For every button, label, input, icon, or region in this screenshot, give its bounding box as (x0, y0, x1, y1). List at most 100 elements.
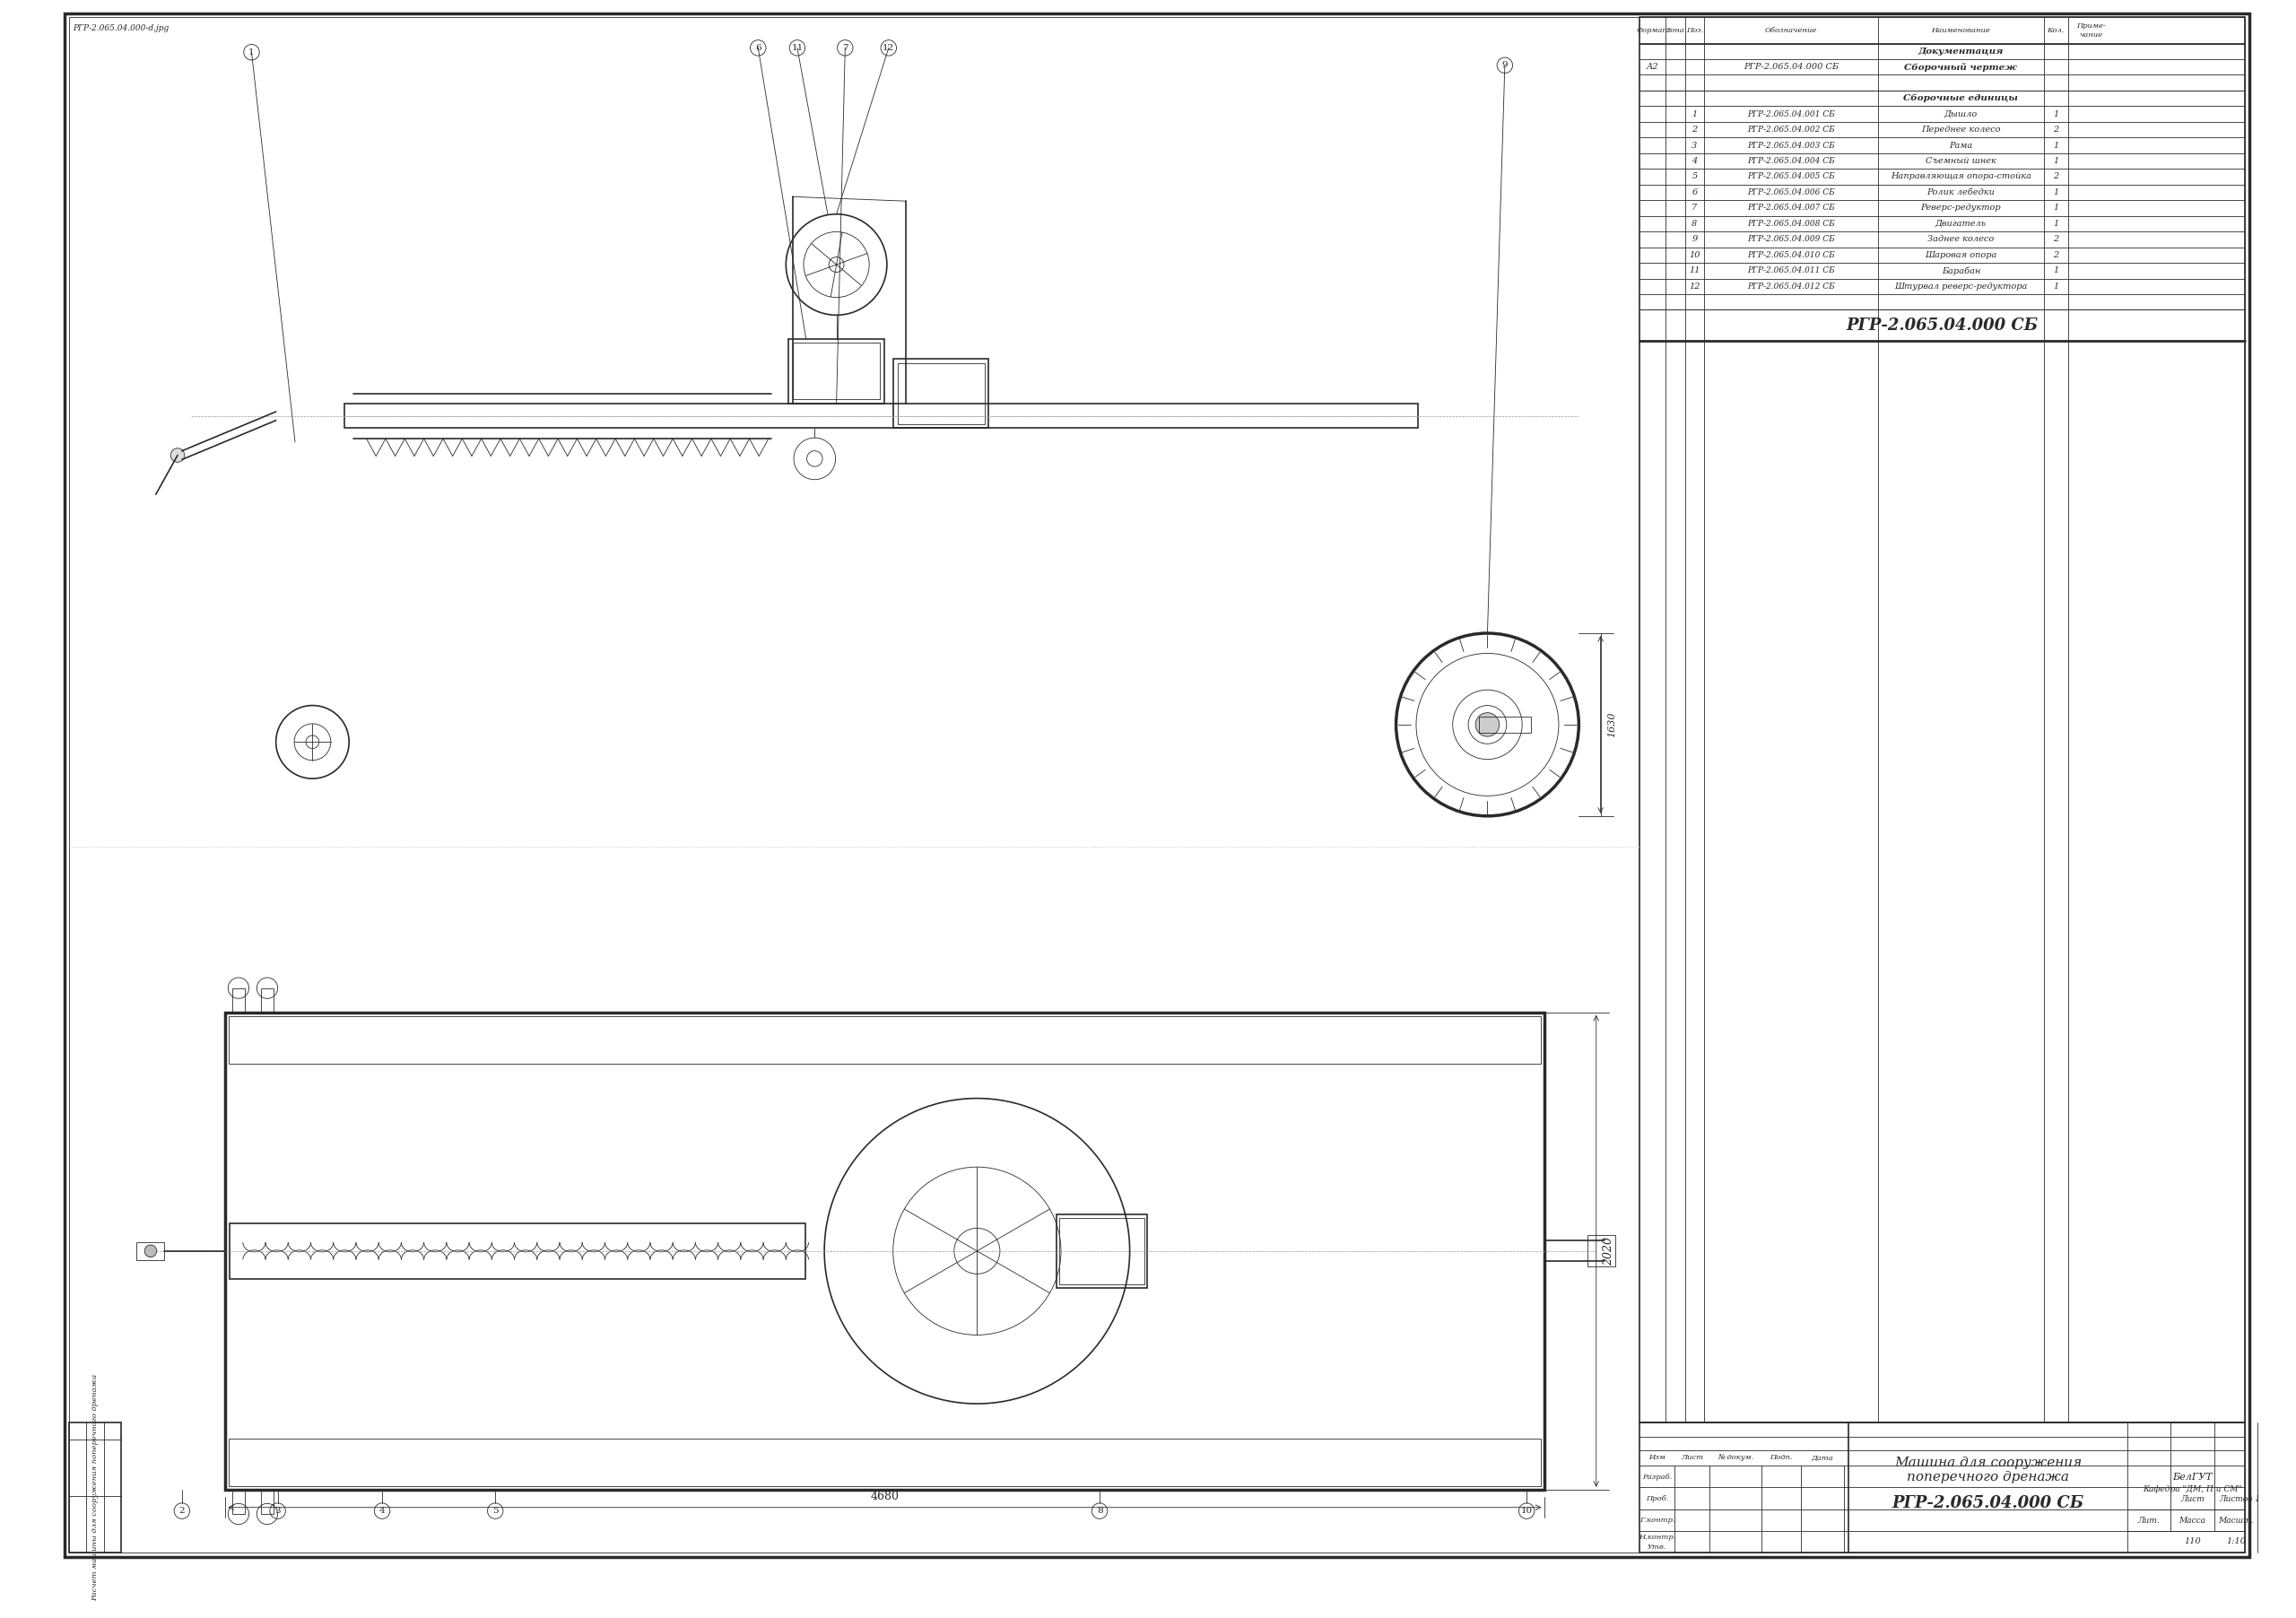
Text: 2020: 2020 (1603, 1236, 1614, 1265)
Text: 12: 12 (882, 44, 895, 52)
Bar (1587, 1236, 1616, 1267)
Bar (1639, 18, 2245, 1422)
Text: 2: 2 (2053, 173, 2060, 181)
Text: 10: 10 (1520, 1506, 1531, 1514)
Text: РГР-2.065.04.000-d.jpg: РГР-2.065.04.000-d.jpg (73, 24, 170, 32)
Text: 1: 1 (2053, 157, 2060, 165)
Bar (230, 1438, 1541, 1485)
Text: РГР-2.065.04.005 СБ: РГР-2.065.04.005 СБ (1747, 173, 1835, 181)
Text: Переднее колесо: Переднее колесо (1922, 126, 2000, 134)
Text: Рама: Рама (1949, 141, 1972, 149)
Bar (230, 1223, 806, 1278)
Text: Реверс-редуктор: Реверс-редуктор (1922, 204, 2002, 212)
Text: 3: 3 (276, 1506, 280, 1514)
Text: Поз.: Поз. (1685, 28, 1704, 34)
Bar (232, 1490, 246, 1514)
Text: Формат: Формат (1637, 28, 1669, 34)
Text: 3: 3 (1692, 141, 1697, 149)
Text: 12: 12 (1690, 282, 1699, 290)
Text: Штурвал реверс-редуктора: Штурвал реверс-редуктора (1894, 282, 2027, 290)
Text: РГР-2.065.04.010 СБ: РГР-2.065.04.010 СБ (1747, 251, 1835, 259)
Text: Сборочные единицы: Сборочные единицы (1903, 94, 2018, 102)
Text: 11: 11 (792, 44, 804, 52)
Text: Документация: Документация (1917, 47, 2004, 55)
Text: 6: 6 (1692, 188, 1697, 196)
Text: Кол.: Кол. (2048, 28, 2064, 34)
Text: 9: 9 (1502, 61, 1508, 70)
Text: Г.контр.: Г.контр. (1639, 1518, 1674, 1524)
Text: РГР-2.065.04.000 СБ: РГР-2.065.04.000 СБ (1846, 317, 2039, 333)
Text: Подп.: Подп. (1770, 1455, 1793, 1461)
Text: Лист: Лист (1681, 1455, 1704, 1461)
Text: Направляющая опора-стойка: Направляющая опора-стойка (1890, 173, 2032, 181)
Text: 5: 5 (491, 1506, 498, 1514)
Text: Лит.: Лит. (2138, 1516, 2161, 1524)
Text: РГР-2.065.04.007 СБ: РГР-2.065.04.007 СБ (1747, 204, 1835, 212)
Text: № докум.: № докум. (1717, 1455, 1754, 1461)
Text: РГР-2.065.04.001 СБ: РГР-2.065.04.001 СБ (1747, 110, 1835, 118)
Text: Заднее колесо: Заднее колесо (1929, 235, 1995, 243)
Text: Изм: Изм (1649, 1455, 1665, 1461)
Text: 1: 1 (2053, 141, 2060, 149)
Bar (232, 989, 246, 1013)
Text: Двигатель: Двигатель (1936, 220, 1986, 228)
Bar (262, 1490, 273, 1514)
Text: Обозначение: Обозначение (1766, 28, 1818, 34)
Text: 11: 11 (1690, 267, 1699, 275)
Text: Листов 1: Листов 1 (2220, 1495, 2262, 1503)
Text: Дышло: Дышло (1945, 110, 1977, 118)
Text: 1: 1 (1692, 110, 1697, 118)
Text: Сборочный чертеж: Сборочный чертеж (1903, 63, 2018, 71)
Bar (69, 1422, 122, 1553)
Bar (225, 1013, 1543, 1490)
Text: Лист: Лист (2181, 1495, 2204, 1503)
Bar (893, 359, 990, 429)
Text: РГР-2.065.04.009 СБ: РГР-2.065.04.009 СБ (1747, 235, 1835, 243)
Circle shape (1476, 714, 1499, 736)
Circle shape (145, 1244, 156, 1257)
Text: РГР-2.065.04.004 СБ: РГР-2.065.04.004 СБ (1747, 157, 1835, 165)
Text: 2: 2 (1692, 126, 1697, 134)
Text: 6: 6 (755, 44, 760, 52)
Text: 4: 4 (1692, 157, 1697, 165)
Text: Утв.: Утв. (1649, 1544, 1667, 1552)
Text: 1: 1 (2053, 267, 2060, 275)
Text: Масса: Масса (2179, 1516, 2206, 1524)
Text: РГР-2.065.04.002 СБ: РГР-2.065.04.002 СБ (1747, 126, 1835, 134)
Text: А2: А2 (1646, 63, 1660, 71)
Bar (1056, 1215, 1148, 1288)
Text: 9: 9 (1692, 235, 1697, 243)
Text: Съемный шнек: Съемный шнек (1926, 157, 1995, 165)
Text: Проб.: Проб. (1646, 1495, 1669, 1503)
Bar (1639, 1422, 2245, 1553)
Text: 1:10: 1:10 (2227, 1537, 2245, 1545)
Text: Шаровая опора: Шаровая опора (1924, 251, 1998, 259)
Text: Разраб.: Разраб. (1642, 1474, 1671, 1480)
Bar (788, 338, 884, 404)
Text: 1: 1 (2053, 110, 2060, 118)
Text: Кафедра "ДМ, П и СМ": Кафедра "ДМ, П и СМ" (2142, 1485, 2241, 1493)
Text: 1: 1 (2053, 204, 2060, 212)
Text: Машина для сооружения
поперечного дренажа: Машина для сооружения поперечного дренаж… (1894, 1456, 2082, 1484)
Text: 2: 2 (2053, 235, 2060, 243)
Text: 2: 2 (179, 1506, 186, 1514)
Circle shape (170, 448, 184, 463)
Text: 1: 1 (2053, 188, 2060, 196)
Bar (792, 343, 879, 400)
Text: РГР-2.065.04.006 СБ: РГР-2.065.04.006 СБ (1747, 188, 1835, 196)
Text: 7: 7 (1692, 204, 1697, 212)
Text: Н.контр.: Н.контр. (1639, 1534, 1676, 1540)
Text: 7: 7 (843, 44, 847, 52)
Text: РГР-2.065.04.008 СБ: РГР-2.065.04.008 СБ (1747, 220, 1835, 228)
Text: Масшт.: Масшт. (2218, 1516, 2255, 1524)
Text: 1: 1 (2053, 220, 2060, 228)
Text: РГР-2.065.04.003 СБ: РГР-2.065.04.003 СБ (1747, 141, 1835, 149)
Text: Барабан: Барабан (1942, 267, 1981, 275)
Bar (1061, 1218, 1143, 1285)
Bar (898, 362, 985, 424)
Text: 2: 2 (2053, 251, 2060, 259)
Text: 10: 10 (1690, 251, 1699, 259)
Text: 1630: 1630 (1607, 712, 1616, 738)
Text: 4: 4 (379, 1506, 386, 1514)
Text: РГР-2.065.04.000 СБ: РГР-2.065.04.000 СБ (1743, 63, 1839, 71)
